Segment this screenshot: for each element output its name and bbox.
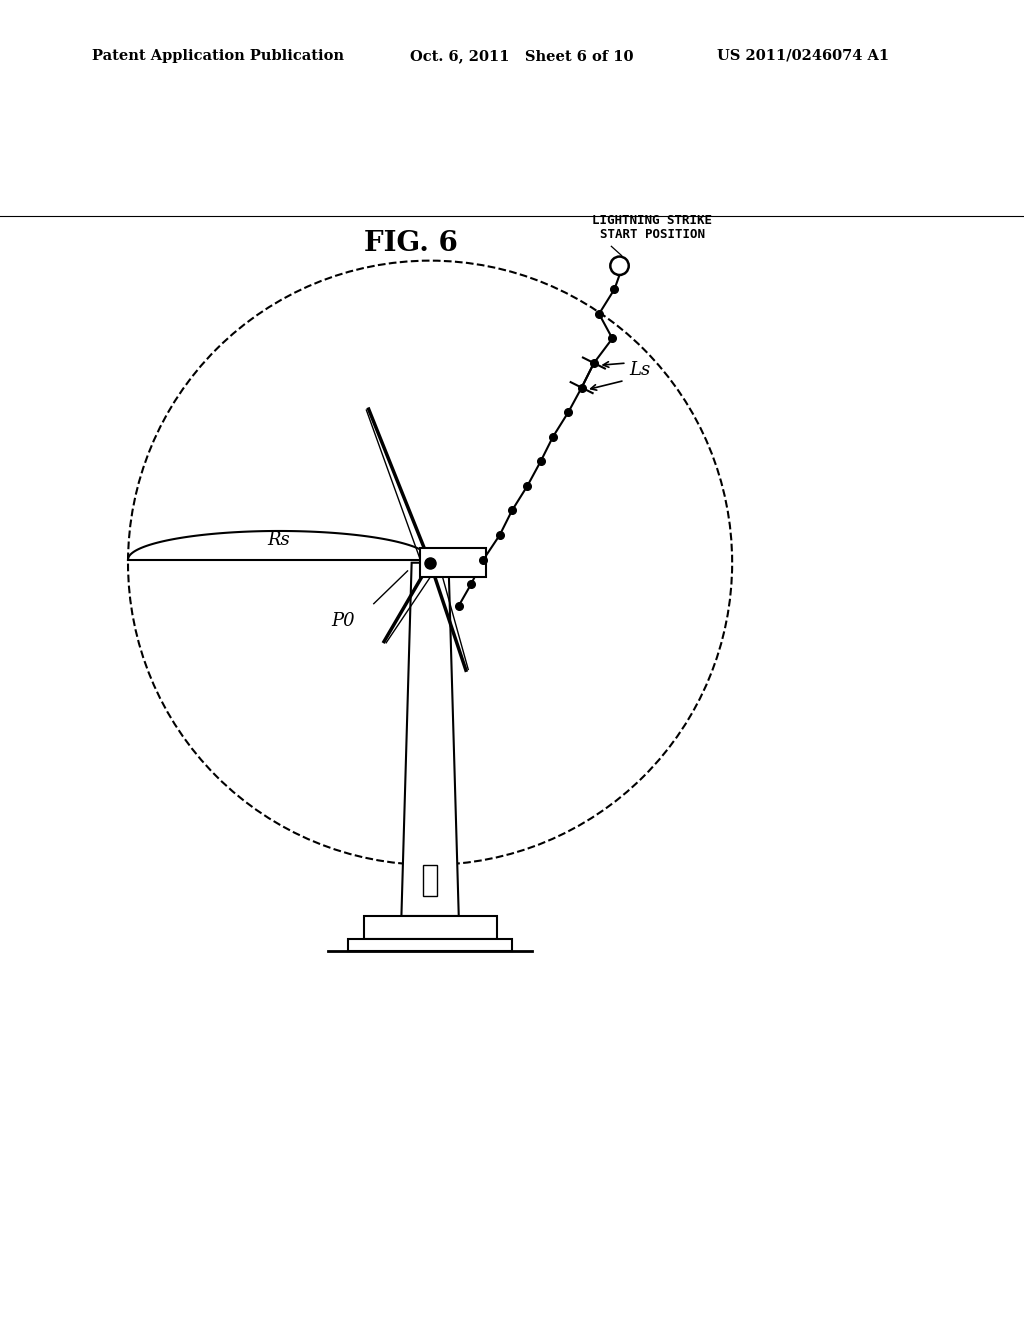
- Text: Oct. 6, 2011   Sheet 6 of 10: Oct. 6, 2011 Sheet 6 of 10: [410, 49, 633, 63]
- Text: Patent Application Publication: Patent Application Publication: [92, 49, 344, 63]
- Polygon shape: [348, 939, 512, 950]
- Polygon shape: [423, 865, 437, 895]
- Text: Rs: Rs: [267, 532, 291, 549]
- Text: US 2011/0246074 A1: US 2011/0246074 A1: [717, 49, 889, 63]
- Text: START POSITION: START POSITION: [600, 228, 705, 242]
- Text: LIGHTNING STRIKE: LIGHTNING STRIKE: [592, 214, 713, 227]
- Circle shape: [610, 256, 629, 275]
- Polygon shape: [401, 562, 459, 916]
- Text: P0: P0: [331, 612, 355, 630]
- Text: Ls: Ls: [630, 362, 651, 379]
- Text: FIG. 6: FIG. 6: [364, 230, 458, 257]
- Bar: [420, 548, 486, 577]
- Polygon shape: [364, 916, 497, 939]
